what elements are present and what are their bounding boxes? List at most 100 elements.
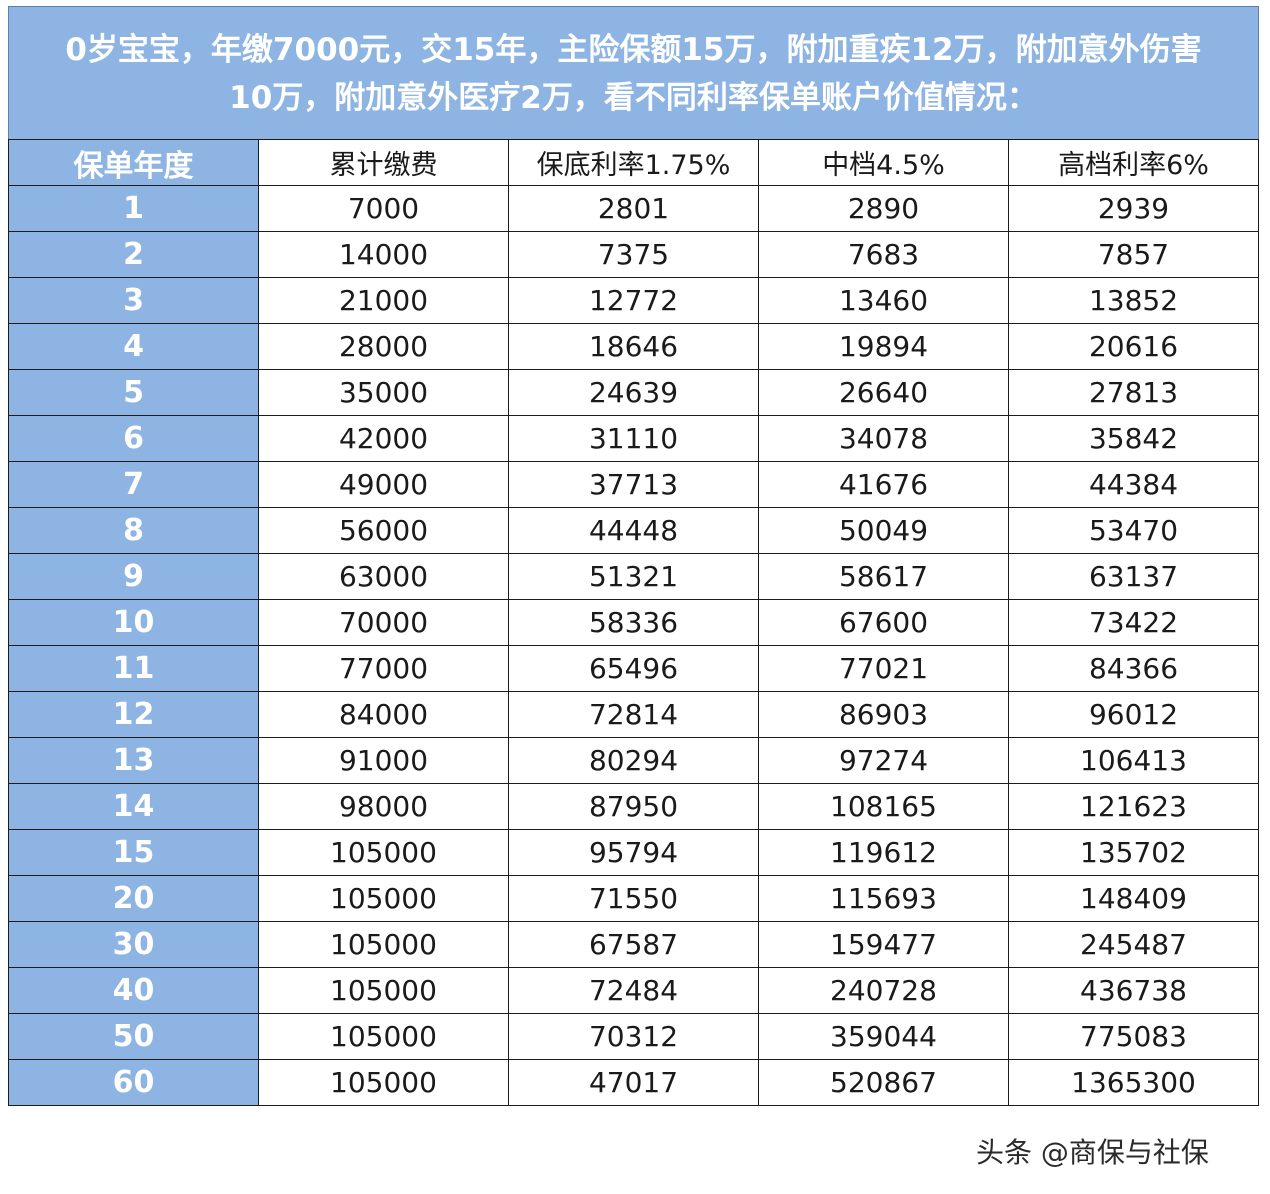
cumulative-premium-cell: 56000 — [258, 507, 509, 554]
guaranteed-value-cell: 18646 — [508, 323, 759, 370]
table-body: 1 7000 2801 2890 2939 2 14000 7375 7683 7857 3 2100… — [8, 185, 1259, 1106]
title-line-2: 10万，附加意外医疗2万，看不同利率保单账户价值情况： — [229, 80, 1038, 116]
high-value-cell: 121623 — [1008, 783, 1259, 830]
mid-value-cell: 240728 — [758, 967, 1009, 1014]
mid-value-cell: 115693 — [758, 875, 1009, 922]
policy-year-cell: 60 — [8, 1059, 259, 1106]
title-line-1: 0岁宝宝，年缴7000元，交15年，主险保额15万，附加重疾12万，附加意外伤害 — [65, 32, 1202, 68]
table-row: 15 105000 95794 119612 135702 — [8, 829, 1259, 876]
policy-year-header: 保单年度 — [8, 139, 259, 186]
high-value-cell: 135702 — [1008, 829, 1259, 876]
table-row: 9 63000 51321 58617 63137 — [8, 553, 1259, 600]
policy-year-cell: 30 — [8, 921, 259, 968]
table-row: 12 84000 72814 86903 96012 — [8, 691, 1259, 738]
policy-year-cell: 20 — [8, 875, 259, 922]
guaranteed-value-cell: 70312 — [508, 1013, 759, 1060]
policy-year-cell: 13 — [8, 737, 259, 784]
high-value-cell: 44384 — [1008, 461, 1259, 508]
guaranteed-value-cell: 44448 — [508, 507, 759, 554]
cumulative-premium-cell: 84000 — [258, 691, 509, 738]
mid-rate-header: 中档4.5% — [758, 139, 1009, 186]
policy-year-cell: 10 — [8, 599, 259, 646]
mid-value-cell: 97274 — [758, 737, 1009, 784]
table-row: 40 105000 72484 240728 436738 — [8, 967, 1259, 1014]
header-row: 保单年度 累计缴费 保底利率1.75% 中档4.5% 高档利率6% — [8, 139, 1259, 186]
table-row: 30 105000 67587 159477 245487 — [8, 921, 1259, 968]
cumulative-premium-cell: 7000 — [258, 185, 509, 232]
guaranteed-value-cell: 51321 — [508, 553, 759, 600]
policy-year-cell: 50 — [8, 1013, 259, 1060]
high-value-cell: 775083 — [1008, 1013, 1259, 1060]
high-value-cell: 35842 — [1008, 415, 1259, 462]
cumulative-premium-cell: 21000 — [258, 277, 509, 324]
policy-year-cell: 8 — [8, 507, 259, 554]
cumulative-premium-cell: 63000 — [258, 553, 509, 600]
mid-value-cell: 13460 — [758, 277, 1009, 324]
cumulative-premium-cell: 77000 — [258, 645, 509, 692]
cumulative-premium-cell: 105000 — [258, 875, 509, 922]
mid-value-cell: 7683 — [758, 231, 1009, 278]
policy-value-sheet: 0岁宝宝，年缴7000元，交15年，主险保额15万，附加重疾12万，附加意外伤害… — [8, 6, 1259, 1106]
table-row: 14 98000 87950 108165 121623 — [8, 783, 1259, 830]
table-row: 50 105000 70312 359044 775083 — [8, 1013, 1259, 1060]
guaranteed-value-cell: 24639 — [508, 369, 759, 416]
cumulative-premium-cell: 105000 — [258, 921, 509, 968]
mid-value-cell: 119612 — [758, 829, 1009, 876]
high-value-cell: 2939 — [1008, 185, 1259, 232]
high-value-cell: 63137 — [1008, 553, 1259, 600]
high-value-cell: 20616 — [1008, 323, 1259, 370]
high-value-cell: 7857 — [1008, 231, 1259, 278]
cumulative-premium-cell: 42000 — [258, 415, 509, 462]
guaranteed-value-cell: 58336 — [508, 599, 759, 646]
watermark: 头条 @商保与社保 — [976, 1136, 1209, 1169]
guaranteed-value-cell: 87950 — [508, 783, 759, 830]
table-row: 3 21000 12772 13460 13852 — [8, 277, 1259, 324]
guaranteed-value-cell: 7375 — [508, 231, 759, 278]
high-value-cell: 53470 — [1008, 507, 1259, 554]
policy-year-cell: 4 — [8, 323, 259, 370]
mid-value-cell: 67600 — [758, 599, 1009, 646]
high-value-cell: 106413 — [1008, 737, 1259, 784]
high-rate-header: 高档利率6% — [1008, 139, 1259, 186]
cumulative-premium-cell: 105000 — [258, 829, 509, 876]
mid-value-cell: 26640 — [758, 369, 1009, 416]
cumulative-premium-cell: 35000 — [258, 369, 509, 416]
table-row: 4 28000 18646 19894 20616 — [8, 323, 1259, 370]
high-value-cell: 73422 — [1008, 599, 1259, 646]
table-row: 10 70000 58336 67600 73422 — [8, 599, 1259, 646]
policy-year-cell: 7 — [8, 461, 259, 508]
policy-value-table: 保单年度 累计缴费 保底利率1.75% 中档4.5% 高档利率6% 1 7000 2801 2… — [8, 139, 1259, 1106]
cumulative-premium-cell: 49000 — [258, 461, 509, 508]
mid-value-cell: 359044 — [758, 1013, 1009, 1060]
table-row: 11 77000 65496 77021 84366 — [8, 645, 1259, 692]
guaranteed-value-cell: 67587 — [508, 921, 759, 968]
table-row: 6 42000 31110 34078 35842 — [8, 415, 1259, 462]
table-row: 2 14000 7375 7683 7857 — [8, 231, 1259, 278]
table-row: 8 56000 44448 50049 53470 — [8, 507, 1259, 554]
guaranteed-value-cell: 80294 — [508, 737, 759, 784]
guaranteed-value-cell: 37713 — [508, 461, 759, 508]
table-row: 5 35000 24639 26640 27813 — [8, 369, 1259, 416]
guaranteed-value-cell: 12772 — [508, 277, 759, 324]
guaranteed-value-cell: 72814 — [508, 691, 759, 738]
mid-value-cell: 58617 — [758, 553, 1009, 600]
cumulative-premium-header: 累计缴费 — [258, 139, 509, 186]
policy-year-cell: 14 — [8, 783, 259, 830]
guaranteed-value-cell: 31110 — [508, 415, 759, 462]
mid-value-cell: 520867 — [758, 1059, 1009, 1106]
policy-year-cell: 3 — [8, 277, 259, 324]
guaranteed-value-cell: 72484 — [508, 967, 759, 1014]
high-value-cell: 13852 — [1008, 277, 1259, 324]
table-row: 7 49000 37713 41676 44384 — [8, 461, 1259, 508]
table-row: 20 105000 71550 115693 148409 — [8, 875, 1259, 922]
high-value-cell: 96012 — [1008, 691, 1259, 738]
cumulative-premium-cell: 70000 — [258, 599, 509, 646]
guaranteed-value-cell: 95794 — [508, 829, 759, 876]
high-value-cell: 436738 — [1008, 967, 1259, 1014]
mid-value-cell: 2890 — [758, 185, 1009, 232]
mid-value-cell: 50049 — [758, 507, 1009, 554]
high-value-cell: 84366 — [1008, 645, 1259, 692]
mid-value-cell: 41676 — [758, 461, 1009, 508]
high-value-cell: 245487 — [1008, 921, 1259, 968]
cumulative-premium-cell: 28000 — [258, 323, 509, 370]
